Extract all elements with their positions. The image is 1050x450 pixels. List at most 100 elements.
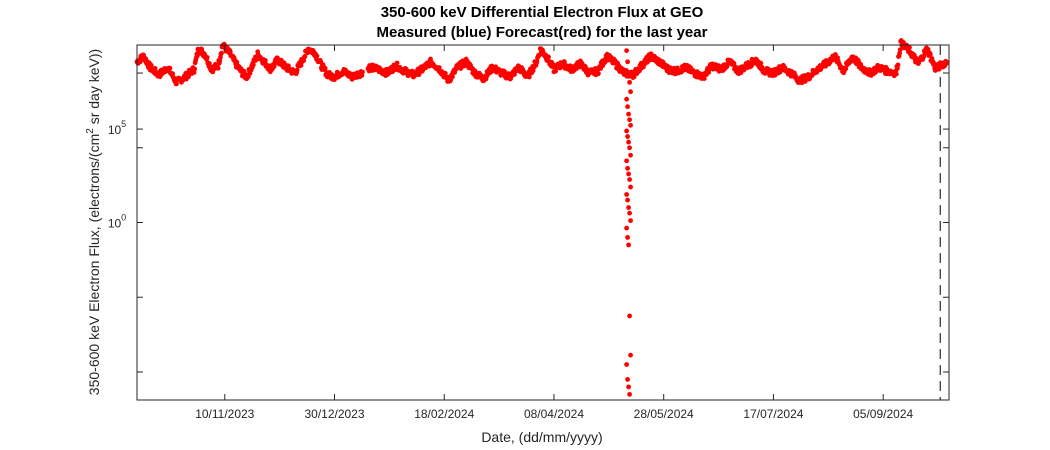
forecast-point	[858, 61, 864, 67]
forecast-dropout-point	[625, 235, 630, 240]
forecast-point	[944, 59, 950, 65]
forecast-point	[298, 63, 304, 68]
forecast-point	[192, 66, 198, 72]
forecast-point	[925, 47, 931, 52]
forecast-dropout-point	[625, 59, 630, 65]
forecast-point	[907, 45, 912, 50]
forecast-point	[219, 50, 224, 56]
forecast-dropout-point	[624, 96, 630, 102]
forecast-dropout-point	[624, 192, 630, 197]
y-tick-label: 105	[108, 119, 126, 137]
forecast-dropout-point	[628, 152, 633, 158]
forecast-dropout-point	[624, 225, 630, 231]
forecast-dropout-point	[624, 362, 630, 367]
forecast-point	[537, 52, 543, 58]
x-tick-label: 05/09/2024	[853, 407, 913, 421]
x-tick-label: 18/02/2024	[414, 407, 474, 421]
forecast-point	[512, 72, 517, 77]
forecast-point	[526, 74, 532, 80]
forecast-dropout-point	[627, 391, 632, 397]
x-tick-label: 30/12/2023	[304, 407, 364, 421]
forecast-dropout-point	[627, 313, 632, 319]
y-axis-label-suffix: sr day keV))	[86, 49, 102, 128]
forecast-dropout-point	[626, 70, 631, 76]
forecast-point	[174, 81, 179, 87]
forecast-point	[631, 74, 637, 80]
forecast-point	[314, 53, 320, 59]
forecast-dropout-point	[627, 210, 632, 216]
ticks-layer: 10/11/2023 30/12/2023 18/02/2024 08/04/2024…	[108, 45, 949, 421]
forecast-point	[893, 71, 899, 77]
forecast-point	[927, 52, 933, 58]
forecast-point	[360, 69, 365, 75]
forecast-point	[152, 66, 158, 71]
forecast-dropout-point	[624, 48, 630, 54]
forecast-dropout-point	[625, 197, 630, 203]
forecast-point	[167, 65, 173, 71]
forecast-point	[442, 70, 448, 76]
x-tick-label: 17/07/2024	[743, 407, 803, 421]
forecast-point	[250, 62, 256, 68]
forecast-point	[562, 59, 567, 65]
forecast-dropout-point	[624, 128, 630, 134]
svg-text:350-600 keV Electron Flux, (el: 350-600 keV Electron Flux, (electrons/(c…	[85, 49, 102, 395]
forecast-dropout-point	[625, 104, 630, 110]
forecast-point	[758, 60, 764, 66]
forecast-dropout-point	[628, 352, 633, 358]
forecast-point	[843, 66, 849, 71]
forecast-dropout-point	[628, 122, 633, 128]
forecast-dropout-point	[628, 184, 633, 190]
forecast-point	[148, 62, 154, 68]
forecast-point	[895, 62, 901, 68]
forecast-dropout-point	[628, 89, 633, 95]
forecast-point	[227, 49, 233, 55]
y-axis-label: 350-600 keV Electron Flux, (electrons/(c…	[85, 49, 102, 395]
forecast-point	[436, 65, 442, 70]
forecast-dropout-point	[625, 377, 630, 382]
y-axis-label-prefix: 350-600 keV Electron Flux, (electrons/(c…	[86, 134, 102, 395]
forecast-point	[553, 68, 559, 74]
forecast-dropout-point	[625, 134, 630, 139]
y-tick-label: 100	[108, 213, 126, 231]
y-axis-label-superscript: 2	[85, 128, 96, 134]
forecast-dropout-point	[626, 111, 631, 117]
forecast-point	[207, 61, 212, 66]
forecast-point	[675, 65, 680, 71]
data-layer	[134, 38, 950, 400]
forecast-dropout-point	[627, 117, 632, 123]
forecast-dropout-point	[626, 242, 631, 248]
forecast-dropout-point	[627, 177, 632, 182]
forecast-point	[450, 74, 455, 80]
forecast-point	[294, 67, 300, 73]
forecast-point	[322, 65, 328, 71]
x-tick-label: 28/05/2024	[634, 407, 694, 421]
forecast-point	[302, 53, 308, 59]
forecast-point	[534, 59, 540, 64]
forecast-point	[895, 66, 900, 71]
forecast-point	[394, 60, 400, 66]
forecast-point	[546, 54, 551, 60]
forecast-point	[530, 68, 536, 73]
forecast-dropout-point	[627, 79, 632, 85]
plot-area-frame	[136, 44, 950, 401]
chart-title-line-1: 350-600 keV Differential Electron Flux a…	[381, 4, 704, 21]
forecast-dropout-point	[625, 165, 630, 171]
forecast-point	[423, 65, 428, 71]
forecast-dropout-point	[626, 139, 631, 145]
forecast-point	[701, 76, 707, 82]
forecast-point	[215, 65, 221, 71]
chart-title-line-2: Measured (blue) Forecast(red) for the la…	[377, 24, 708, 41]
forecast-dropout-point	[626, 384, 631, 390]
x-axis-label: Date, (dd/mm/yyyy)	[481, 429, 602, 445]
forecast-dropout-point	[627, 145, 632, 151]
forecast-point	[596, 71, 601, 76]
forecast-dropout-point	[626, 205, 631, 210]
forecast-point	[931, 61, 937, 66]
forecast-dropout-point	[628, 218, 633, 224]
forecast-dropout-point	[624, 158, 630, 164]
forecast-point	[204, 55, 210, 60]
x-tick-label: 10/11/2023	[195, 407, 254, 421]
x-tick-label: 08/04/2024	[524, 407, 584, 421]
forecast-point	[262, 58, 268, 63]
